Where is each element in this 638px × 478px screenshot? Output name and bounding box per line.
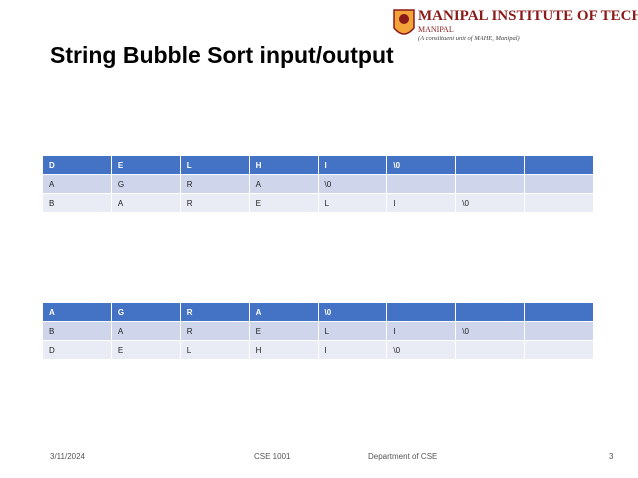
table-cell: L — [179, 340, 250, 360]
table-cell: R — [179, 321, 250, 341]
table-cell: L — [179, 155, 250, 175]
table-cell: I — [386, 193, 457, 213]
table-cell — [524, 174, 594, 194]
table-row: A G R A \0 — [42, 302, 594, 322]
table-cell — [524, 321, 594, 341]
table-cell: L — [317, 321, 388, 341]
table-cell: I — [317, 155, 388, 175]
table-cell: D — [42, 155, 112, 175]
table-cell: L — [317, 193, 388, 213]
table-cell: H — [248, 340, 319, 360]
table-row: D E L H I \0 — [42, 340, 594, 360]
table-cell: R — [179, 193, 250, 213]
logo-emblem — [393, 9, 415, 35]
table-cell — [386, 302, 457, 322]
table-cell — [524, 340, 594, 360]
table-cell — [455, 302, 526, 322]
table-cell: I — [317, 340, 388, 360]
table-cell — [455, 174, 526, 194]
table-cell: B — [42, 321, 112, 341]
table-cell: D — [42, 340, 112, 360]
table-cell: E — [110, 340, 181, 360]
logo-institute: MANIPAL INSTITUTE OF TECHNOLOGY — [418, 8, 638, 24]
table-cell — [524, 302, 594, 322]
table-cell: G — [110, 302, 181, 322]
table: D E L H I \0 A G R A \0 B A R E L I \0 — [42, 155, 594, 213]
table-cell: B — [42, 193, 112, 213]
table-cell: \0 — [455, 193, 526, 213]
table-cell: A — [248, 174, 319, 194]
table-cell: A — [42, 302, 112, 322]
slide-title: String Bubble Sort input/output — [50, 42, 394, 68]
table-row: A G R A \0 — [42, 174, 594, 194]
table-cell: R — [179, 302, 250, 322]
table-cell: A — [42, 174, 112, 194]
table-cell: \0 — [386, 340, 457, 360]
table: A G R A \0 B A R E L I \0 D E L H I \0 — [42, 302, 594, 360]
table-cell: E — [248, 321, 319, 341]
table-cell: A — [110, 193, 181, 213]
logo-place: MANIPAL — [418, 25, 454, 34]
table-cell: G — [110, 174, 181, 194]
table-cell: A — [248, 302, 319, 322]
footer-page: 3 — [609, 452, 614, 461]
footer-course: CSE 1001 — [254, 452, 291, 461]
table-cell: H — [248, 155, 319, 175]
table-row: D E L H I \0 — [42, 155, 594, 175]
table-cell: \0 — [386, 155, 457, 175]
table-cell — [524, 193, 594, 213]
table-cell — [455, 155, 526, 175]
table-cell: \0 — [317, 174, 388, 194]
table-cell: E — [110, 155, 181, 175]
table-row: B A R E L I \0 — [42, 193, 594, 213]
footer-department: Department of CSE — [368, 452, 438, 461]
table-cell — [386, 174, 457, 194]
table-cell: I — [386, 321, 457, 341]
table-cell — [524, 155, 594, 175]
table-row: B A R E L I \0 — [42, 321, 594, 341]
table-cell — [455, 340, 526, 360]
table-cell: R — [179, 174, 250, 194]
table-cell: \0 — [317, 302, 388, 322]
table-cell: A — [110, 321, 181, 341]
table-cell: E — [248, 193, 319, 213]
footer-date: 3/11/2024 — [50, 452, 85, 461]
logo-tagline: (A constituent unit of MAHE, Manipal) — [418, 35, 520, 42]
table-cell: \0 — [455, 321, 526, 341]
